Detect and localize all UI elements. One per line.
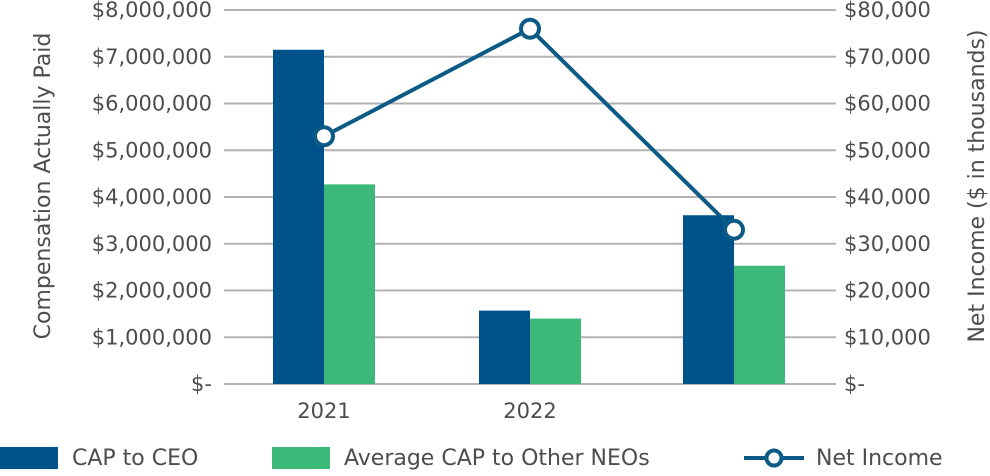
left-tick-label: $4,000,000: [92, 185, 212, 209]
legend-swatch-net-income: [744, 448, 804, 468]
right-tick-label: $50,000: [844, 138, 931, 162]
legend-swatch-avg-cap-neos: [272, 447, 330, 469]
legend-label-avg-cap-neos: Average CAP to Other NEOs: [344, 445, 650, 471]
bar-cap-ceo: [683, 215, 734, 384]
left-tick-label: $2,000,000: [92, 279, 212, 303]
left-axis-ticks: $- $1,000,000 $2,000,000 $3,000,000 $4,000,0…: [92, 0, 212, 396]
net-income-point: [519, 17, 541, 40]
x-tick-label: 2021: [297, 399, 350, 423]
right-tick-label: $30,000: [844, 232, 931, 256]
legend-item-cap-ceo: CAP to CEO: [0, 440, 198, 476]
bar-cap-ceo: [479, 310, 530, 384]
right-axis-title: Net Income ($ in thousands): [965, 29, 990, 342]
legend-label-cap-ceo: CAP to CEO: [72, 445, 199, 471]
left-tick-label: $-: [191, 372, 212, 396]
right-tick-label: $-: [844, 372, 865, 396]
legend-swatch-cap-ceo: [0, 447, 58, 469]
left-tick-label: $1,000,000: [92, 325, 212, 349]
left-tick-label: $6,000,000: [92, 92, 212, 116]
legend-item-net-income: Net Income: [744, 440, 943, 476]
legend-item-avg-cap-neos: Average CAP to Other NEOs: [272, 440, 650, 476]
left-tick-label: $5,000,000: [92, 138, 212, 162]
left-tick-label: $3,000,000: [92, 232, 212, 256]
net-income-line: [323, 26, 736, 232]
net-income-point: [313, 125, 335, 148]
right-tick-label: $60,000: [844, 92, 931, 116]
bar-avg-cap-neos: [734, 265, 785, 384]
legend: CAP to CEO Average CAP to Other NEOs Net…: [0, 440, 990, 476]
bar-avg-cap-neos: [324, 184, 375, 384]
legend-label-net-income: Net Income: [816, 445, 943, 471]
bar-avg-cap-neos: [530, 318, 581, 384]
right-tick-label: $10,000: [844, 325, 931, 349]
cap-vs-net-income-chart: $- $1,000,000 $2,000,000 $3,000,000 $4,000,0…: [31, 0, 990, 423]
x-tick-label: 2022: [503, 399, 556, 423]
right-tick-label: $40,000: [844, 185, 931, 209]
left-axis-title: Compensation Actually Paid: [31, 33, 56, 340]
left-tick-label: $8,000,000: [92, 0, 212, 22]
x-axis-ticks: 2021 2022: [297, 399, 556, 423]
right-tick-label: $70,000: [844, 45, 931, 69]
left-tick-label: $7,000,000: [92, 45, 212, 69]
right-tick-label: $20,000: [844, 279, 931, 303]
bar-series: [273, 49, 785, 385]
net-income-point: [723, 218, 745, 241]
net-income-line-series: [313, 17, 745, 241]
bar-cap-ceo: [273, 49, 324, 385]
right-tick-label: $80,000: [844, 0, 931, 22]
right-axis-ticks: $- $10,000 $20,000 $30,000 $40,000 $50,000 $60…: [844, 0, 931, 396]
